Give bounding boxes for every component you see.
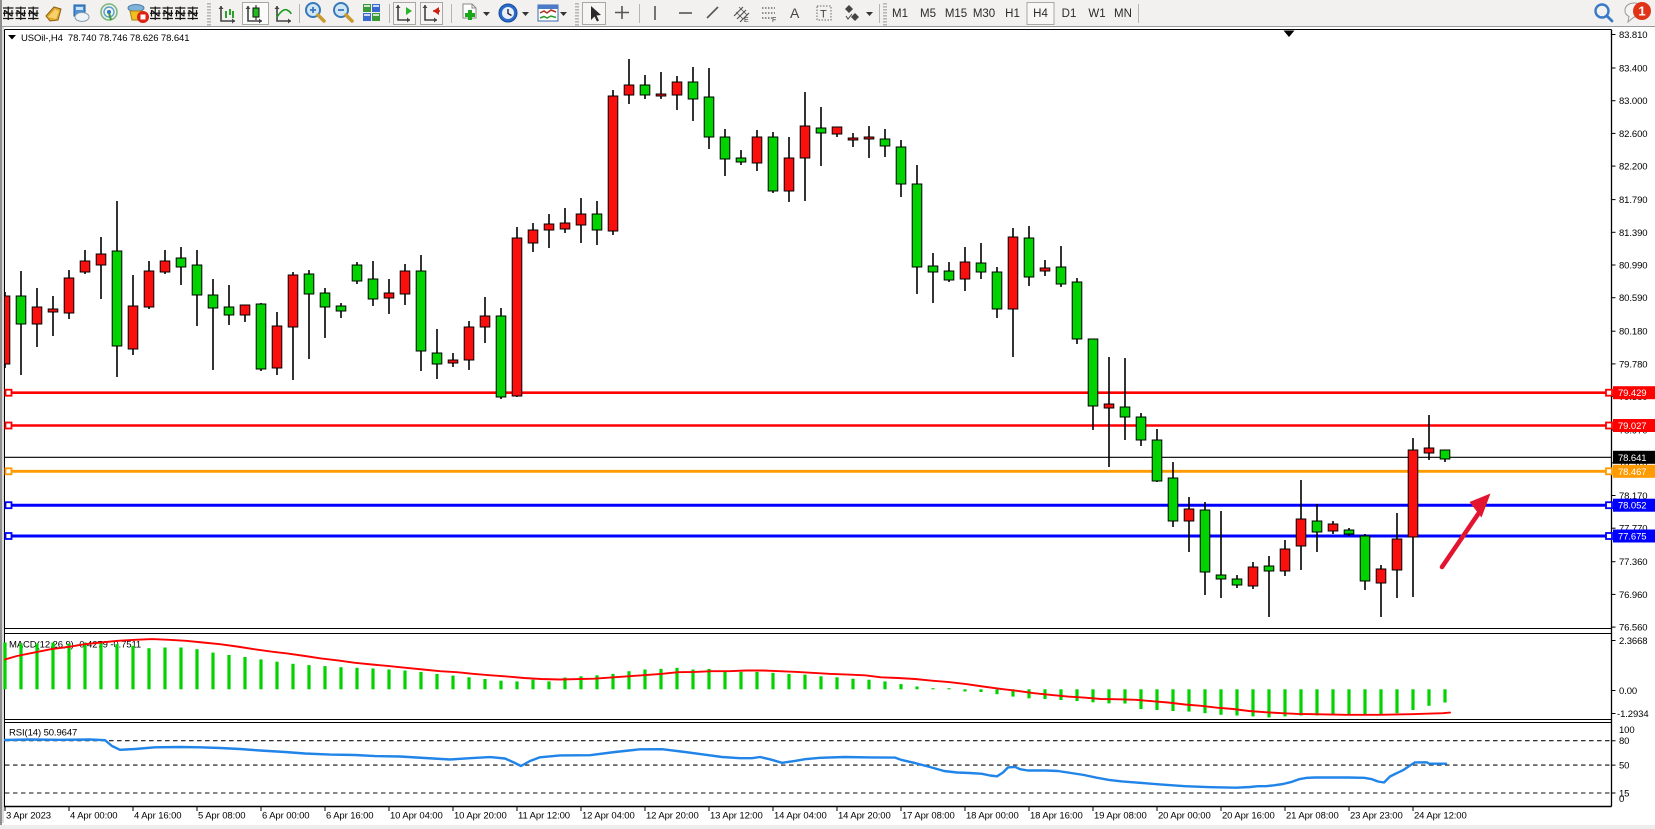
svg-text:17 Apr 08:00: 17 Apr 08:00 <box>902 811 955 822</box>
svg-text:78.052: 78.052 <box>1618 501 1646 512</box>
svg-text:78.641: 78.641 <box>1618 453 1646 464</box>
svg-text:6 Apr 16:00: 6 Apr 16:00 <box>326 811 374 822</box>
svg-text:14 Apr 04:00: 14 Apr 04:00 <box>774 811 827 822</box>
svg-text:78.467: 78.467 <box>1618 467 1646 478</box>
svg-text:23 Apr 23:00: 23 Apr 23:00 <box>1350 811 1403 822</box>
svg-text:77.675: 77.675 <box>1618 532 1646 543</box>
svg-text:83.000: 83.000 <box>1619 96 1647 107</box>
svg-text:78.170: 78.170 <box>1619 491 1647 502</box>
svg-text:12 Apr 20:00: 12 Apr 20:00 <box>646 811 699 822</box>
svg-text:USOil-,H4 78.740 78.746 78.62: USOil-,H4 78.740 78.746 78.626 78.641 <box>21 33 189 44</box>
svg-text:100: 100 <box>1619 725 1635 736</box>
svg-text:MN: MN <box>1114 8 1132 20</box>
svg-text:E: E <box>744 17 749 24</box>
svg-text:77.770: 77.770 <box>1619 524 1647 535</box>
svg-text:83.400: 83.400 <box>1619 64 1647 75</box>
svg-text:50: 50 <box>1619 761 1629 772</box>
svg-text:20 Apr 00:00: 20 Apr 00:00 <box>1158 811 1211 822</box>
svg-text:11 Apr 12:00: 11 Apr 12:00 <box>518 811 570 822</box>
svg-text:24 Apr 12:00: 24 Apr 12:00 <box>1414 811 1467 822</box>
svg-text:76.560: 76.560 <box>1619 623 1647 634</box>
svg-text:13 Apr 12:00: 13 Apr 12:00 <box>710 811 763 822</box>
svg-text:5 Apr 08:00: 5 Apr 08:00 <box>198 811 246 822</box>
svg-text:76.960: 76.960 <box>1619 590 1647 601</box>
svg-text:18 Apr 16:00: 18 Apr 16:00 <box>1030 811 1083 822</box>
svg-text:1: 1 <box>1638 4 1645 19</box>
svg-text:A: A <box>790 5 800 21</box>
svg-text:-1.2934: -1.2934 <box>1617 709 1649 720</box>
svg-text:M5: M5 <box>920 8 936 20</box>
svg-text:6 Apr 00:00: 6 Apr 00:00 <box>262 811 310 822</box>
svg-text:79.780: 79.780 <box>1619 359 1647 370</box>
svg-text:M15: M15 <box>945 8 967 20</box>
svg-text:80.590: 80.590 <box>1619 293 1647 304</box>
svg-text:D1: D1 <box>1062 8 1077 20</box>
svg-text:80.990: 80.990 <box>1619 261 1647 272</box>
svg-text:10 Apr 20:00: 10 Apr 20:00 <box>454 811 507 822</box>
svg-text:4 Apr 16:00: 4 Apr 16:00 <box>134 811 182 822</box>
svg-text:82.200: 82.200 <box>1619 162 1647 173</box>
svg-text:12 Apr 04:00: 12 Apr 04:00 <box>582 811 635 822</box>
svg-text:0: 0 <box>1619 794 1624 805</box>
svg-text:77.360: 77.360 <box>1619 557 1647 568</box>
svg-text:2.3668: 2.3668 <box>1619 636 1647 647</box>
svg-text:W1: W1 <box>1088 8 1105 20</box>
svg-text:19 Apr 08:00: 19 Apr 08:00 <box>1094 811 1147 822</box>
svg-text:M1: M1 <box>892 8 908 20</box>
svg-text:21 Apr 08:00: 21 Apr 08:00 <box>1286 811 1339 822</box>
svg-text:82.600: 82.600 <box>1619 129 1647 140</box>
svg-text:3 Apr 2023: 3 Apr 2023 <box>6 811 51 822</box>
svg-text:H1: H1 <box>1005 8 1020 20</box>
svg-text:20 Apr 16:00: 20 Apr 16:00 <box>1222 811 1275 822</box>
svg-text:79.429: 79.429 <box>1618 388 1646 399</box>
svg-text:15: 15 <box>1619 789 1629 800</box>
svg-text:RSI(14) 50.9647: RSI(14) 50.9647 <box>9 728 77 739</box>
svg-text:0.00: 0.00 <box>1619 686 1637 697</box>
svg-text:F: F <box>772 17 776 24</box>
svg-text:80.180: 80.180 <box>1619 327 1647 338</box>
svg-text:T: T <box>820 9 827 21</box>
svg-text:79.027: 79.027 <box>1618 421 1646 432</box>
svg-text:83.810: 83.810 <box>1619 30 1647 41</box>
svg-text:10 Apr 04:00: 10 Apr 04:00 <box>390 811 443 822</box>
svg-text:14 Apr 20:00: 14 Apr 20:00 <box>838 811 891 822</box>
svg-text:H4: H4 <box>1033 8 1048 20</box>
svg-text:81.390: 81.390 <box>1619 228 1647 239</box>
svg-text:18 Apr 00:00: 18 Apr 00:00 <box>966 811 1019 822</box>
svg-text:80: 80 <box>1619 736 1629 747</box>
svg-text:81.790: 81.790 <box>1619 195 1647 206</box>
svg-text:M30: M30 <box>973 8 995 20</box>
svg-text:4 Apr 00:00: 4 Apr 00:00 <box>70 811 118 822</box>
